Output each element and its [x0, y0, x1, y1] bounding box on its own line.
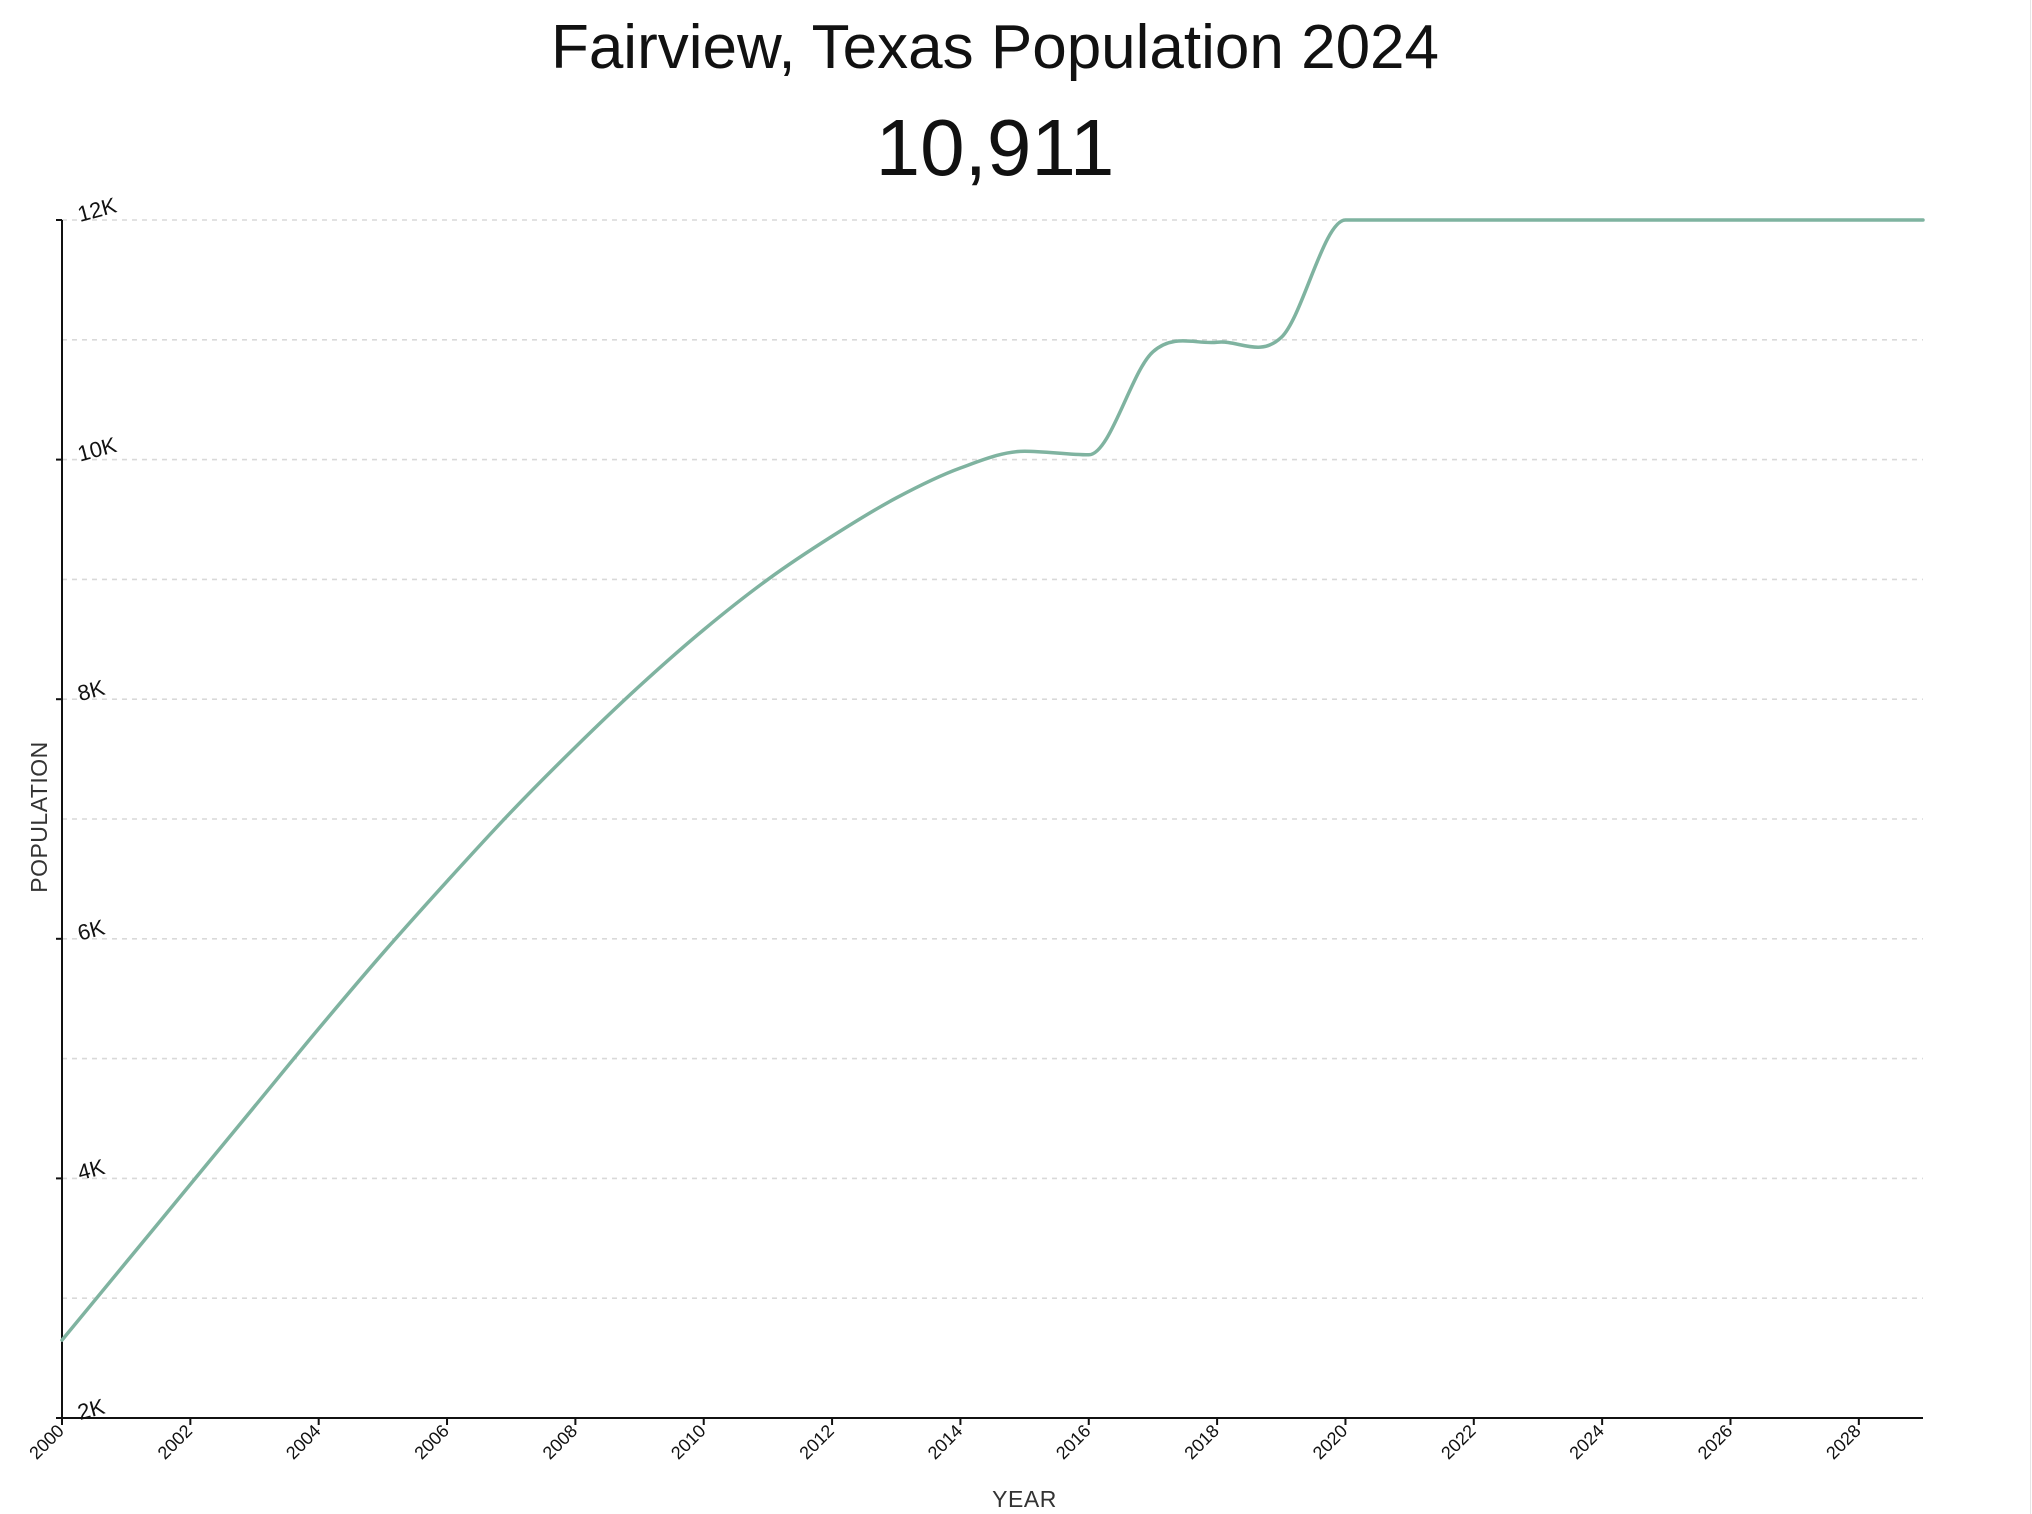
- y-tick-label: 10K: [75, 432, 120, 466]
- x-tick-label: 2022: [1437, 1421, 1479, 1463]
- y-tick-label: 2K: [75, 1394, 108, 1425]
- x-tick-label: 2026: [1694, 1421, 1736, 1463]
- population-line: [60, 218, 1925, 1342]
- y-axis-title: POPULATION: [26, 741, 52, 893]
- x-tick-label: 2008: [539, 1421, 581, 1463]
- series-layer: [60, 218, 1925, 1342]
- x-tick-label: 2016: [1052, 1421, 1094, 1463]
- axis-labels: YEAR POPULATION 2K 4K 6K 8K 10K 12K 2000 2002 20…: [25, 192, 1864, 1512]
- x-tick-label: 2002: [154, 1421, 196, 1463]
- x-tick-label: 2024: [1566, 1421, 1608, 1463]
- x-tick-label: 2028: [1822, 1421, 1864, 1463]
- page-divider: [2030, 0, 2031, 1514]
- y-tick-label: 4K: [75, 1154, 108, 1185]
- x-tick-label: 2020: [1309, 1421, 1351, 1463]
- x-tick-label: 2000: [25, 1421, 67, 1463]
- x-tick-label: 2006: [410, 1421, 452, 1463]
- x-tick-label: 2004: [282, 1421, 324, 1463]
- x-axis-title: YEAR: [992, 1486, 1057, 1512]
- population-value: 10,911: [875, 103, 1115, 192]
- chart-title: Fairview, Texas Population 2024: [550, 13, 1440, 82]
- y-tick-label: 12K: [75, 192, 120, 226]
- x-tick-label: 2018: [1180, 1421, 1222, 1463]
- x-tick-label: 2012: [795, 1421, 837, 1463]
- x-tick-label: 2010: [667, 1421, 709, 1463]
- axes: [56, 219, 1923, 1425]
- y-tick-label: 8K: [75, 675, 108, 706]
- x-tick-label: 2014: [924, 1421, 966, 1463]
- y-tick-label: 6K: [75, 914, 108, 945]
- gridlines: [62, 219, 1923, 1299]
